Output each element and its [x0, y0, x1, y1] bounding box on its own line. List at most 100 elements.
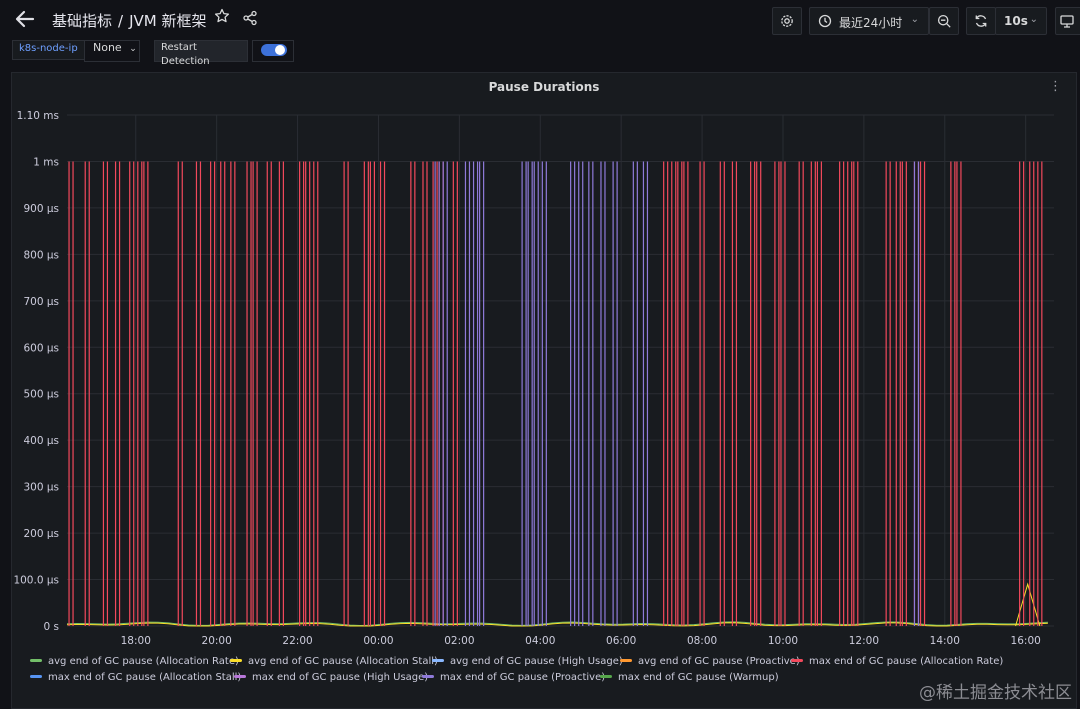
legend-swatch [600, 675, 612, 678]
y-tick-label: 1.10 ms [17, 110, 59, 122]
legend-swatch [234, 675, 246, 678]
series-spike [432, 161, 438, 626]
series-spike [527, 161, 533, 626]
series-spike [1029, 161, 1035, 626]
x-tick-label: 14:00 [930, 635, 960, 647]
panel-menu-button[interactable]: ⋮ [1049, 79, 1062, 94]
variables-bar: k8s-node-ip None ⌄ Restart Detection [0, 40, 1080, 67]
series-spike [305, 161, 311, 626]
x-tick-label: 22:00 [282, 635, 312, 647]
chart-grid [67, 114, 1054, 627]
chevron-down-icon: ⌄ [1029, 14, 1038, 25]
y-tick-label: 300 µs [23, 482, 59, 494]
series-spike [632, 161, 638, 626]
series-spike [798, 161, 804, 626]
series-spike [699, 161, 705, 626]
series-spike [588, 161, 594, 626]
series-spike [810, 161, 816, 626]
series-spike [442, 161, 448, 626]
series-spike [278, 161, 284, 626]
back-button[interactable] [14, 8, 38, 32]
legend-swatch [422, 675, 434, 678]
x-tick-label: 12:00 [849, 635, 879, 647]
refresh-button[interactable] [966, 7, 996, 35]
y-axis-ticks: 1.10 ms 1 ms 900 µs 800 µs 700 µs 600 µs 500 µ… [13, 110, 59, 633]
series-spike [1019, 161, 1025, 626]
share-button[interactable] [242, 10, 260, 28]
legend-swatch [230, 659, 242, 662]
y-tick-label: 500 µs [23, 389, 59, 401]
breadcrumb-folder[interactable]: 基础指标 [52, 12, 113, 30]
series-spike [210, 161, 216, 626]
series-spike [422, 161, 428, 626]
zoom-out-button[interactable] [929, 7, 959, 35]
time-range-label: 最近24小时 [839, 16, 903, 30]
refresh-interval-picker[interactable]: 10s ⌄ [995, 7, 1047, 35]
series-spike [780, 161, 786, 626]
legend-item[interactable]: max end of GC pause (Proactive) [422, 672, 605, 683]
series-spike [521, 161, 527, 626]
series-spike [847, 161, 853, 626]
series-spike [1037, 161, 1043, 626]
top-navbar: 基础指标 / JVM 新框架 最近24小时 ⌄ 10s ⌄ [0, 0, 1080, 40]
zoom-out-icon [937, 14, 951, 28]
series-spike [839, 161, 845, 626]
legend-item[interactable]: max end of GC pause (High Usage) [234, 672, 428, 683]
series-spike [266, 161, 272, 626]
legend-label: avg end of GC pause (Allocation Stall) [248, 656, 438, 667]
watermark: @稀土掘金技术社区 [919, 683, 1072, 703]
legend-item[interactable]: avg end of GC pause (Allocation Rate) [30, 656, 239, 667]
breadcrumb: 基础指标 / JVM 新框架 [52, 10, 206, 31]
legend-item[interactable]: max end of GC pause (Allocation Rate) [791, 656, 1003, 667]
series-spike [369, 161, 376, 626]
panel-title[interactable]: Pause Durations [488, 80, 600, 94]
chevron-down-icon: ⌄ [910, 14, 919, 25]
legend-label: avg end of GC pause (High Usage) [450, 656, 623, 667]
series-spike [220, 161, 226, 626]
series-spike [901, 161, 907, 626]
y-tick-label: 1 ms [33, 156, 59, 168]
legend-label: max end of GC pause (High Usage) [252, 672, 428, 683]
restart-detection-toggle[interactable] [252, 40, 294, 62]
settings-button[interactable] [772, 7, 802, 35]
star-button[interactable] [214, 8, 232, 28]
series-spike [950, 161, 956, 626]
series-spike [731, 161, 738, 626]
series-spike [853, 161, 859, 626]
y-tick-label: 900 µs [23, 203, 59, 215]
series-spike [195, 161, 202, 626]
share-icon [243, 10, 257, 26]
pause-durations-chart[interactable]: 1.10 ms 1 ms 900 µs 800 µs 700 µs 600 µs 500 µ… [12, 73, 1076, 708]
legend-swatch [620, 659, 632, 662]
legend-item[interactable]: avg end of GC pause (Proactive) [620, 656, 800, 667]
legend-swatch [30, 659, 42, 662]
series-spike [719, 161, 725, 626]
series-spike [246, 161, 252, 626]
x-tick-label: 02:00 [444, 635, 474, 647]
series-spike [472, 161, 479, 626]
legend-item[interactable]: max end of GC pause (Warmup) [600, 672, 779, 683]
legend-item[interactable]: avg end of GC pause (Allocation Stall) [230, 656, 438, 667]
star-icon [214, 8, 230, 23]
series-spike [533, 161, 539, 626]
legend-item[interactable]: max end of GC pause (Allocation Stall) [30, 672, 241, 683]
series-spike [177, 161, 183, 626]
refresh-icon [975, 15, 987, 27]
series-spike [252, 161, 258, 626]
time-range-picker[interactable]: 最近24小时 ⌄ [809, 7, 929, 35]
x-tick-label: 20:00 [202, 635, 232, 647]
kebab-menu-icon: ⋮ [1049, 79, 1062, 94]
y-tick-label: 400 µs [23, 435, 59, 447]
series-spike [956, 161, 962, 626]
series-spike [663, 161, 669, 626]
toggle-switch[interactable] [261, 44, 287, 56]
series-spike [299, 161, 305, 626]
variable-select-node-ip[interactable]: None ⌄ [84, 40, 140, 62]
y-tick-label: 200 µs [23, 528, 59, 540]
legend-item[interactable]: avg end of GC pause (High Usage) [432, 656, 623, 667]
y-tick-label: 700 µs [23, 296, 59, 308]
legend-label: max end of GC pause (Warmup) [618, 672, 779, 683]
tv-mode-button[interactable] [1055, 7, 1080, 35]
dashboard-title[interactable]: JVM 新框架 [129, 12, 207, 30]
x-tick-label: 10:00 [768, 635, 798, 647]
